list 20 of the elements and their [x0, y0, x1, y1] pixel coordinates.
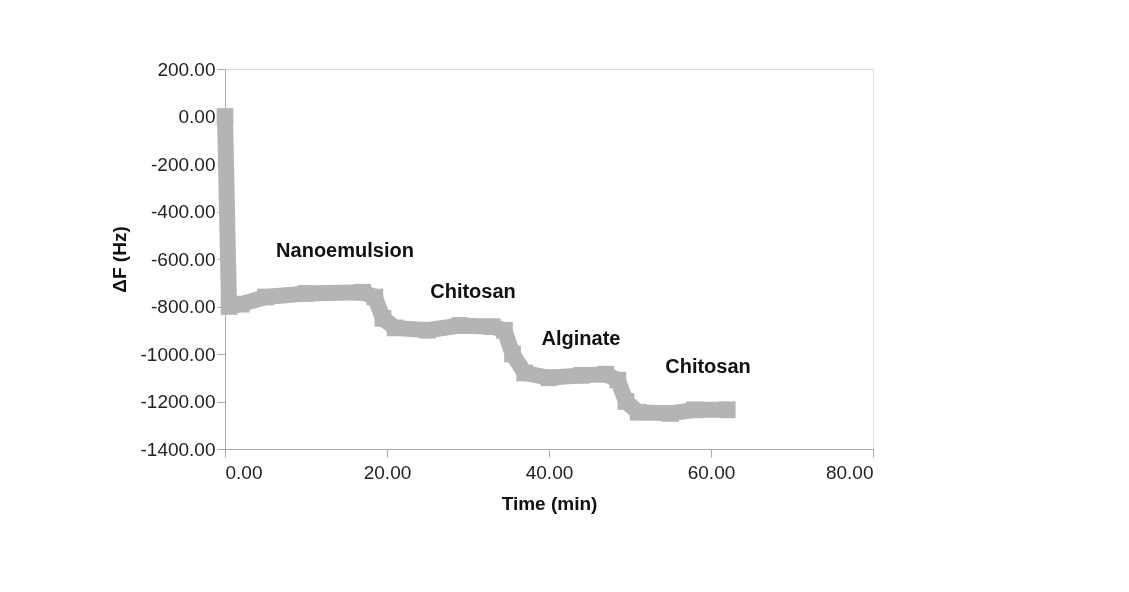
x-tick-label: 40.00 [525, 461, 574, 483]
y-axis-title: ΔF (Hz) [109, 226, 131, 293]
annotation: Alginate [541, 327, 621, 349]
x-tick-label: 20.00 [363, 461, 412, 483]
y-tick-label: -400.00 [151, 201, 216, 222]
y-tick-label: -800.00 [151, 296, 216, 317]
annotation: Nanoemulsion [276, 239, 414, 261]
x-tick-label: 0.00 [225, 461, 263, 483]
annotation: Chitosan [665, 355, 751, 377]
annotation: Chitosan [430, 280, 516, 302]
y-tick-label: -1000.00 [140, 343, 216, 365]
y-tick-label: -200.00 [151, 153, 216, 175]
x-axis-title: Time (min) [501, 492, 598, 514]
x-tick-label: 60.00 [687, 461, 736, 483]
y-tick-label: -1400.00 [140, 438, 216, 460]
y-tick-label: 0.00 [178, 106, 216, 127]
y-tick-label: -1200.00 [140, 391, 216, 412]
y-tick-label: -600.00 [151, 248, 216, 270]
x-tick-label: 80.00 [825, 461, 874, 483]
y-tick-label: 200.00 [157, 58, 216, 80]
